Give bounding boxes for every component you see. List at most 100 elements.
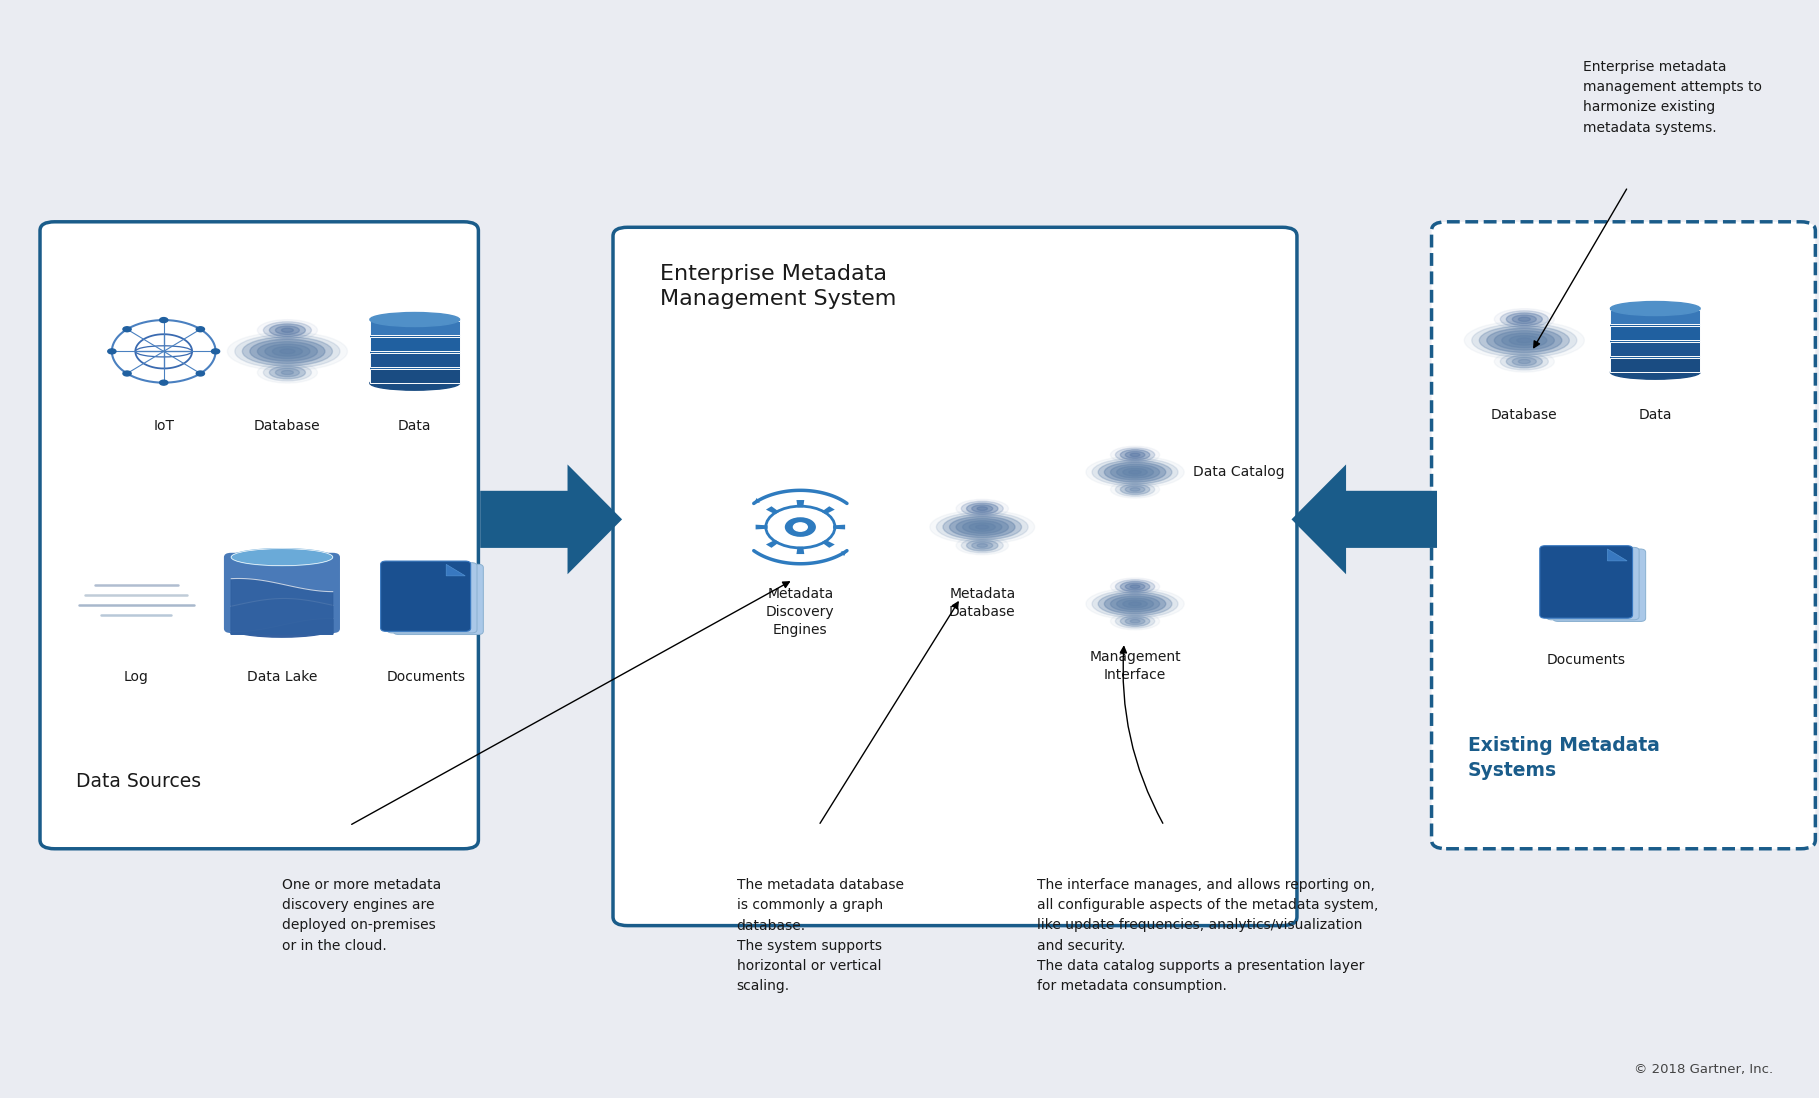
Ellipse shape	[950, 516, 1015, 538]
FancyBboxPatch shape	[1610, 326, 1701, 340]
Ellipse shape	[1110, 578, 1159, 595]
Text: Database: Database	[1492, 408, 1557, 423]
FancyBboxPatch shape	[224, 552, 340, 634]
Ellipse shape	[1130, 602, 1141, 606]
Ellipse shape	[971, 505, 993, 513]
FancyBboxPatch shape	[1546, 547, 1639, 619]
Circle shape	[793, 523, 808, 531]
Ellipse shape	[1110, 446, 1159, 463]
Ellipse shape	[1117, 467, 1153, 478]
Ellipse shape	[1099, 460, 1171, 484]
Ellipse shape	[1130, 585, 1141, 589]
FancyBboxPatch shape	[1610, 309, 1701, 372]
Ellipse shape	[227, 332, 347, 371]
Ellipse shape	[1472, 324, 1577, 357]
Ellipse shape	[249, 339, 326, 363]
Ellipse shape	[1115, 580, 1155, 594]
FancyBboxPatch shape	[613, 227, 1297, 926]
Ellipse shape	[282, 328, 293, 333]
Ellipse shape	[1130, 470, 1141, 474]
Text: The interface manages, and allows reporting on,
all configurable aspects of the : The interface manages, and allows report…	[1037, 878, 1379, 993]
Ellipse shape	[1121, 616, 1150, 626]
Ellipse shape	[1091, 590, 1179, 618]
FancyBboxPatch shape	[1432, 222, 1815, 849]
Text: Existing Metadata
Systems: Existing Metadata Systems	[1468, 736, 1659, 780]
Ellipse shape	[1610, 302, 1701, 315]
Text: IoT: IoT	[153, 419, 175, 434]
Ellipse shape	[1510, 336, 1539, 345]
Circle shape	[107, 349, 116, 354]
Text: Database: Database	[255, 419, 320, 434]
Ellipse shape	[1104, 594, 1166, 614]
Circle shape	[124, 371, 131, 376]
Ellipse shape	[1117, 598, 1153, 609]
Ellipse shape	[930, 511, 1035, 544]
Ellipse shape	[369, 377, 460, 390]
Ellipse shape	[957, 536, 1008, 554]
Text: One or more metadata
discovery engines are
deployed on-premises
or in the cloud.: One or more metadata discovery engines a…	[282, 878, 442, 953]
Ellipse shape	[1501, 354, 1548, 370]
Ellipse shape	[258, 362, 318, 383]
Polygon shape	[1608, 549, 1626, 561]
Ellipse shape	[1099, 592, 1171, 616]
Ellipse shape	[1110, 613, 1159, 630]
Text: Management
Interface: Management Interface	[1090, 650, 1181, 682]
Circle shape	[160, 317, 167, 323]
FancyBboxPatch shape	[1539, 546, 1633, 618]
Polygon shape	[766, 506, 779, 514]
Ellipse shape	[258, 341, 318, 361]
Ellipse shape	[269, 324, 306, 337]
Ellipse shape	[266, 344, 309, 359]
Circle shape	[766, 506, 835, 548]
Ellipse shape	[264, 365, 311, 381]
Ellipse shape	[1464, 321, 1584, 360]
Circle shape	[196, 327, 204, 332]
Ellipse shape	[1130, 488, 1141, 491]
Ellipse shape	[1122, 468, 1148, 477]
Ellipse shape	[1121, 484, 1150, 494]
Ellipse shape	[1493, 351, 1553, 372]
Ellipse shape	[1502, 333, 1546, 348]
Text: © 2018 Gartner, Inc.: © 2018 Gartner, Inc.	[1635, 1063, 1774, 1076]
Text: Data Catalog: Data Catalog	[1193, 466, 1284, 479]
Polygon shape	[822, 540, 835, 548]
Ellipse shape	[1086, 457, 1184, 488]
Polygon shape	[480, 464, 622, 574]
Ellipse shape	[977, 544, 988, 547]
Polygon shape	[231, 579, 333, 635]
FancyBboxPatch shape	[387, 562, 477, 632]
Polygon shape	[833, 525, 846, 529]
Polygon shape	[797, 500, 804, 507]
Ellipse shape	[273, 347, 302, 356]
Ellipse shape	[1121, 450, 1150, 460]
FancyBboxPatch shape	[1553, 549, 1646, 621]
FancyBboxPatch shape	[369, 321, 460, 336]
Text: Enterprise metadata
management attempts to
harmonize existing
metadata systems.: Enterprise metadata management attempts …	[1583, 60, 1761, 135]
Ellipse shape	[258, 320, 318, 340]
Text: Data: Data	[1639, 408, 1672, 423]
FancyBboxPatch shape	[40, 222, 478, 849]
Ellipse shape	[280, 349, 295, 354]
Ellipse shape	[275, 368, 300, 377]
Ellipse shape	[1610, 366, 1701, 379]
Ellipse shape	[1506, 313, 1543, 326]
Ellipse shape	[1091, 458, 1179, 486]
Text: Documents: Documents	[1546, 653, 1626, 668]
Ellipse shape	[971, 541, 993, 549]
FancyBboxPatch shape	[369, 337, 460, 351]
Text: Data Sources: Data Sources	[76, 772, 202, 791]
Ellipse shape	[966, 540, 999, 551]
FancyBboxPatch shape	[393, 564, 484, 635]
Ellipse shape	[957, 500, 1008, 518]
Ellipse shape	[1493, 309, 1553, 329]
Polygon shape	[755, 525, 768, 529]
Ellipse shape	[1512, 315, 1537, 324]
Ellipse shape	[1479, 326, 1570, 355]
Ellipse shape	[1121, 582, 1150, 592]
Polygon shape	[822, 506, 835, 514]
Ellipse shape	[1506, 355, 1543, 368]
Ellipse shape	[1130, 619, 1141, 623]
Ellipse shape	[1115, 482, 1155, 496]
Text: Data Lake: Data Lake	[247, 670, 317, 684]
Polygon shape	[797, 547, 804, 554]
